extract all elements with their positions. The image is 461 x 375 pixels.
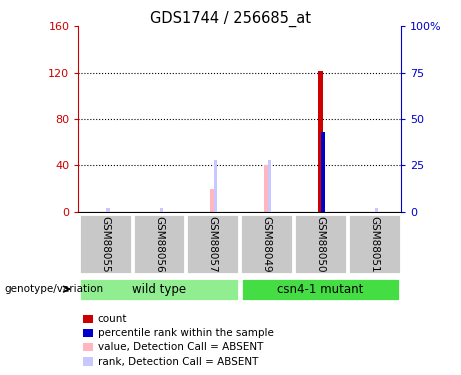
FancyBboxPatch shape — [79, 278, 239, 301]
Text: GDS1744 / 256685_at: GDS1744 / 256685_at — [150, 11, 311, 27]
FancyBboxPatch shape — [79, 214, 132, 274]
Text: GSM88049: GSM88049 — [261, 216, 272, 272]
FancyBboxPatch shape — [348, 214, 401, 274]
Bar — [160, 208, 163, 212]
Bar — [321, 132, 325, 212]
FancyBboxPatch shape — [133, 214, 185, 274]
Bar — [106, 208, 110, 212]
Text: GSM88051: GSM88051 — [369, 216, 379, 272]
FancyBboxPatch shape — [186, 214, 239, 274]
Text: count: count — [98, 314, 127, 324]
Text: GSM88056: GSM88056 — [154, 216, 164, 272]
Bar — [268, 160, 271, 212]
Bar — [264, 165, 269, 212]
Text: GSM88055: GSM88055 — [100, 216, 110, 272]
Bar — [375, 208, 378, 212]
FancyBboxPatch shape — [240, 214, 293, 274]
Text: wild type: wild type — [132, 283, 186, 296]
Text: genotype/variation: genotype/variation — [5, 284, 104, 294]
Bar — [214, 160, 217, 212]
Text: csn4-1 mutant: csn4-1 mutant — [277, 283, 364, 296]
Text: GSM88050: GSM88050 — [315, 216, 325, 272]
Bar — [318, 72, 323, 212]
FancyBboxPatch shape — [241, 278, 400, 301]
Text: value, Detection Call = ABSENT: value, Detection Call = ABSENT — [98, 342, 263, 352]
Bar — [210, 189, 216, 212]
Text: rank, Detection Call = ABSENT: rank, Detection Call = ABSENT — [98, 357, 258, 366]
Text: percentile rank within the sample: percentile rank within the sample — [98, 328, 274, 338]
FancyBboxPatch shape — [294, 214, 347, 274]
Text: GSM88057: GSM88057 — [208, 216, 218, 272]
